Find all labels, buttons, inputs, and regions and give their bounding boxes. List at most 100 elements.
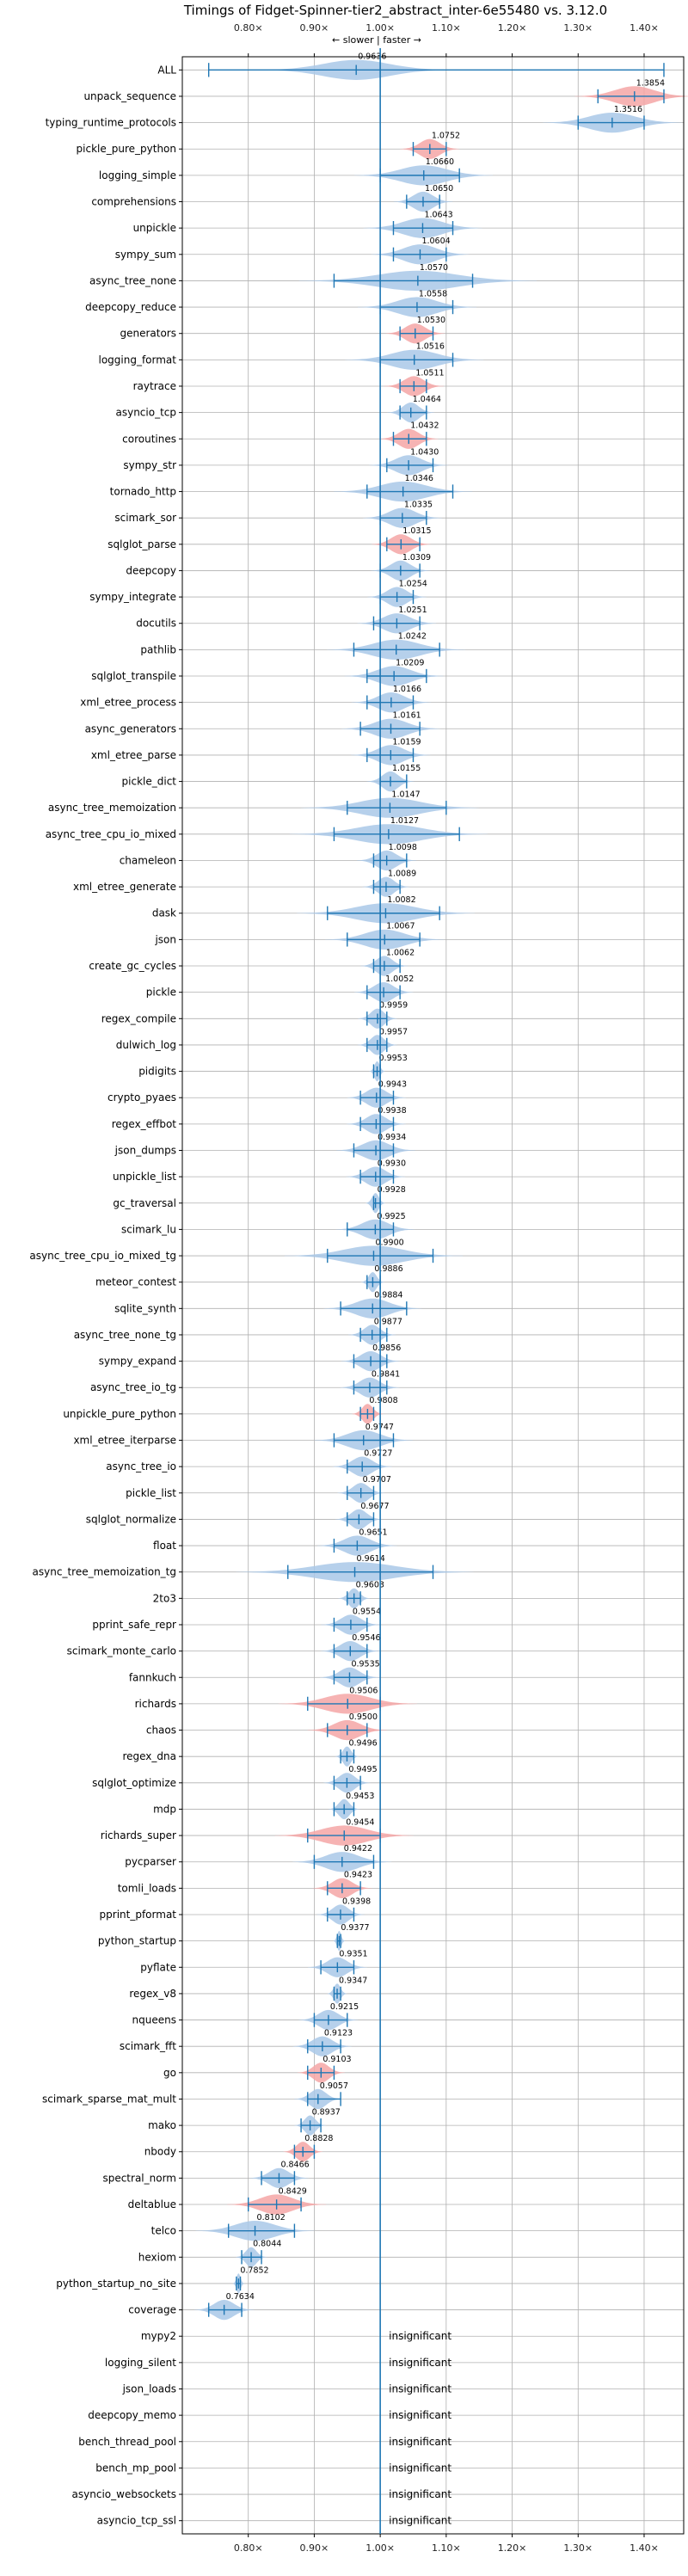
- value-label: 0.9398: [342, 1897, 371, 1906]
- insignificant-label: insignificant: [389, 2409, 452, 2421]
- x-tick-label-bottom: 1.30×: [563, 2542, 593, 2554]
- value-label: 0.9884: [374, 1291, 402, 1300]
- row-label: bench_thread_pool: [78, 2436, 176, 2448]
- value-label: 0.9123: [324, 2029, 353, 2038]
- value-label: 1.0242: [398, 632, 427, 642]
- row-label: async_tree_none: [89, 274, 176, 286]
- insignificant-label: insignificant: [389, 2462, 452, 2474]
- row-label: richards_super: [101, 1829, 176, 1841]
- row-label: regex_compile: [101, 1012, 176, 1024]
- value-label: 1.0254: [399, 579, 427, 588]
- row-label: python_startup: [98, 1935, 176, 1947]
- row-label: sympy_str: [123, 459, 176, 471]
- value-label: 1.0098: [389, 843, 417, 852]
- value-label: 0.8828: [304, 2134, 333, 2143]
- row-label: tomli_loads: [118, 1882, 176, 1894]
- x-tick-label-top: 0.80×: [234, 22, 263, 34]
- row-label: deepcopy_memo: [88, 2409, 176, 2421]
- row-label: sympy_integrate: [89, 591, 176, 603]
- value-label: 1.0604: [421, 237, 450, 246]
- value-label: 0.9677: [360, 1502, 389, 1511]
- row-label: richards: [135, 1698, 176, 1710]
- value-label: 1.0516: [416, 342, 445, 352]
- value-label: 1.0209: [396, 658, 424, 667]
- row-label: mdp: [153, 1803, 176, 1815]
- row-label: raytrace: [133, 380, 176, 392]
- x-tick-label-bottom: 1.20×: [498, 2542, 527, 2554]
- value-label: 0.9877: [374, 1317, 402, 1326]
- row-label: deepcopy_reduce: [85, 301, 176, 313]
- value-label: 1.0052: [385, 974, 414, 984]
- value-label: 1.0082: [387, 895, 415, 905]
- row-label: meteor_contest: [95, 1276, 176, 1288]
- chart-title: Timings of Fidget-Spinner-tier2_abstract…: [183, 3, 607, 19]
- row-label: async_tree_memoization_tg: [33, 1566, 176, 1578]
- axis-layer: 0.80× 0.80× 0.90× 0.90× 1.00× 1.00× 1.10× 1.10×…: [179, 22, 685, 2554]
- value-label: 1.0346: [405, 474, 433, 483]
- row-label: comprehensions: [91, 196, 176, 208]
- value-label: 0.9500: [349, 1712, 378, 1722]
- value-label: 1.0335: [404, 501, 433, 510]
- row-label: scimark_sor: [114, 512, 176, 524]
- row-label: chaos: [146, 1725, 176, 1737]
- row-label: mypy2: [141, 2330, 176, 2342]
- row-label: async_tree_cpu_io_mixed: [46, 828, 176, 840]
- value-label: 0.9506: [349, 1686, 378, 1695]
- row-label: regex_dna: [122, 1750, 176, 1762]
- row-label: spectral_norm: [102, 2172, 176, 2184]
- row-label: deltablue: [128, 2198, 176, 2210]
- value-label: 0.9422: [344, 1844, 372, 1854]
- value-label: 0.9957: [379, 1027, 408, 1036]
- row-label: pathlib: [140, 643, 176, 655]
- x-tick-label-bottom: 0.90×: [300, 2542, 329, 2554]
- value-label: 1.0161: [392, 711, 421, 721]
- row-label: unpickle: [133, 222, 176, 234]
- value-label: 0.9103: [322, 2055, 351, 2064]
- row-label: python_startup_no_site: [56, 2278, 176, 2290]
- row-label: pyflate: [140, 1961, 176, 1973]
- row-label: pickle_pure_python: [77, 143, 176, 155]
- value-label: 0.9495: [348, 1765, 377, 1774]
- x-tick-label-top: 1.40×: [630, 22, 659, 34]
- row-label: ALL: [157, 64, 176, 76]
- value-label: 0.7634: [226, 2292, 255, 2302]
- value-label: 1.0432: [410, 421, 439, 431]
- row-label: create_gc_cycles: [89, 960, 176, 972]
- value-label: 0.9925: [377, 1212, 405, 1221]
- value-label: 0.9959: [379, 1001, 408, 1011]
- insignificant-label: insignificant: [389, 2330, 452, 2342]
- row-label: asyncio_tcp: [115, 407, 176, 419]
- value-label: 1.0530: [417, 316, 445, 325]
- row-label: coroutines: [122, 433, 176, 445]
- x-tick-label-top: 1.00×: [366, 22, 395, 34]
- row-label: 2to3: [153, 1592, 176, 1604]
- value-label: 0.8937: [312, 2107, 341, 2117]
- value-label: 1.0558: [419, 289, 447, 298]
- value-label: 1.0511: [415, 368, 444, 378]
- value-label: 1.0251: [398, 606, 427, 615]
- value-label: 0.9347: [339, 1976, 367, 1985]
- row-label: fannkuch: [129, 1671, 176, 1683]
- value-label: 0.9943: [378, 1080, 407, 1090]
- row-label: sympy_expand: [99, 1356, 176, 1368]
- row-label: xml_etree_parse: [91, 749, 176, 761]
- x-tick-label-bottom: 1.00×: [366, 2542, 395, 2554]
- value-label: 1.0752: [432, 132, 460, 141]
- row-label: docutils: [136, 618, 176, 630]
- row-label: coverage: [128, 2304, 176, 2316]
- value-label: 0.9900: [375, 1238, 403, 1247]
- row-label: logging_simple: [99, 169, 176, 181]
- x-tick-label-top: 1.20×: [498, 22, 527, 34]
- row-label: sqlite_synth: [114, 1302, 176, 1314]
- row-label: async_tree_none_tg: [74, 1329, 176, 1341]
- row-label: pickle_list: [126, 1487, 176, 1499]
- row-label: sympy_sum: [115, 249, 176, 261]
- row-label: chameleon: [120, 854, 176, 866]
- row-label: unpickle_pure_python: [63, 1408, 176, 1420]
- value-label: 0.9453: [346, 1792, 374, 1801]
- value-label: 0.9727: [364, 1449, 392, 1459]
- value-label: 1.0127: [390, 816, 419, 826]
- value-label: 1.0315: [402, 526, 431, 536]
- labels-layer: ALL unpack_sequence typing_runtime_protoco…: [29, 52, 665, 2527]
